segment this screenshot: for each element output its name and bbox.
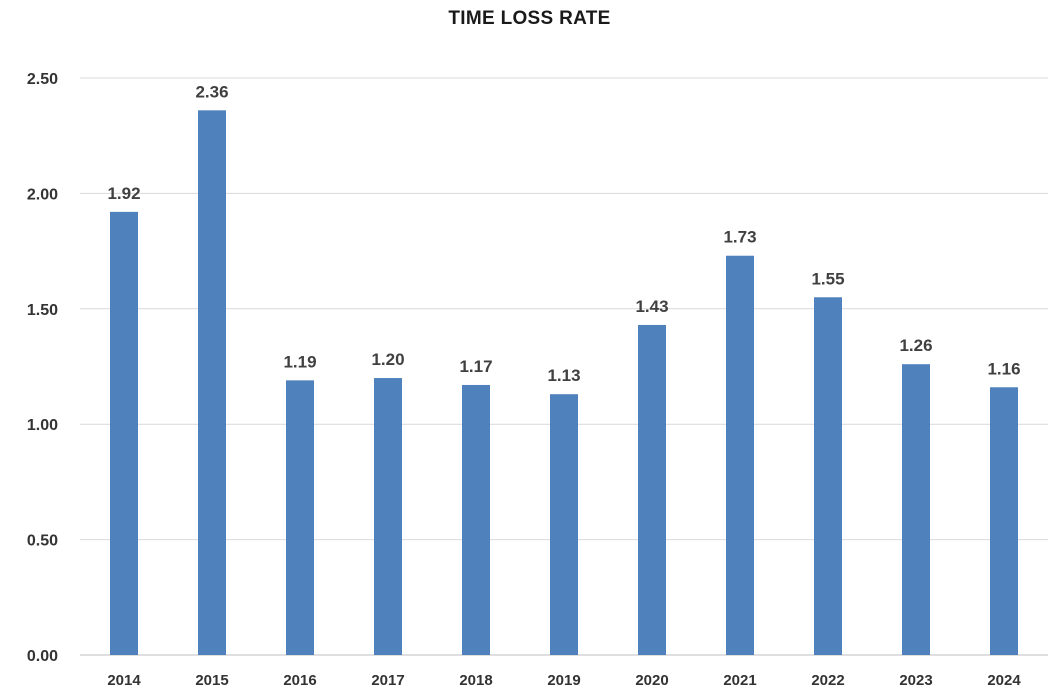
data-label: 1.43: [635, 297, 668, 316]
bar-2019: [550, 394, 578, 655]
x-tick-label: 2021: [723, 672, 756, 689]
bar-2020: [638, 324, 666, 655]
x-tick-label: 2024: [987, 672, 1021, 689]
data-label: 1.17: [459, 357, 492, 376]
bar-2024: [990, 387, 1018, 655]
data-label: 1.20: [371, 350, 404, 369]
y-tick-label: 0.00: [27, 648, 58, 665]
bars: [110, 110, 1018, 655]
y-tick-label: 2.50: [27, 71, 58, 88]
data-labels: 1.92 2.36 1.19 1.20 1.17 1.13 1.43 1.73 1.55 1.26…: [107, 82, 1020, 385]
y-tick-label: 1.00: [27, 417, 58, 434]
bar-2018: [462, 384, 490, 655]
y-tick-label: 0.50: [27, 533, 58, 550]
bar-2021: [726, 255, 754, 655]
x-axis-ticks: 2014 2015 2016 2017 2018 2019 2020 2021 2022 2023…: [107, 672, 1021, 689]
data-label: 1.26: [899, 336, 932, 355]
data-label: 2.36: [195, 82, 228, 101]
x-tick-label: 2017: [371, 672, 404, 689]
x-tick-label: 2015: [195, 672, 228, 689]
data-label: 1.19: [283, 352, 316, 371]
x-tick-label: 2020: [635, 672, 668, 689]
x-tick-label: 2019: [547, 672, 580, 689]
x-tick-label: 2014: [107, 672, 141, 689]
bar-2022: [814, 297, 842, 655]
chart-title: TIME LOSS RATE: [448, 8, 611, 29]
y-tick-label: 1.50: [27, 302, 58, 319]
y-axis-ticks: 0.00 0.50 1.00 1.50 2.00 2.50: [27, 71, 58, 665]
data-label: 1.55: [811, 269, 844, 288]
data-label: 1.92: [107, 184, 140, 203]
x-tick-label: 2018: [459, 672, 492, 689]
data-label: 1.13: [547, 366, 580, 385]
bar-2016: [286, 380, 314, 655]
x-tick-label: 2016: [283, 672, 316, 689]
data-label: 1.16: [987, 359, 1020, 378]
data-label: 1.73: [723, 228, 756, 247]
x-tick-label: 2022: [811, 672, 844, 689]
bar-2015: [198, 110, 226, 655]
y-tick-label: 2.00: [27, 186, 58, 203]
bar-2014: [110, 211, 138, 655]
bar-2023: [902, 364, 930, 655]
bar-2017: [374, 378, 402, 655]
x-tick-label: 2023: [899, 672, 932, 689]
